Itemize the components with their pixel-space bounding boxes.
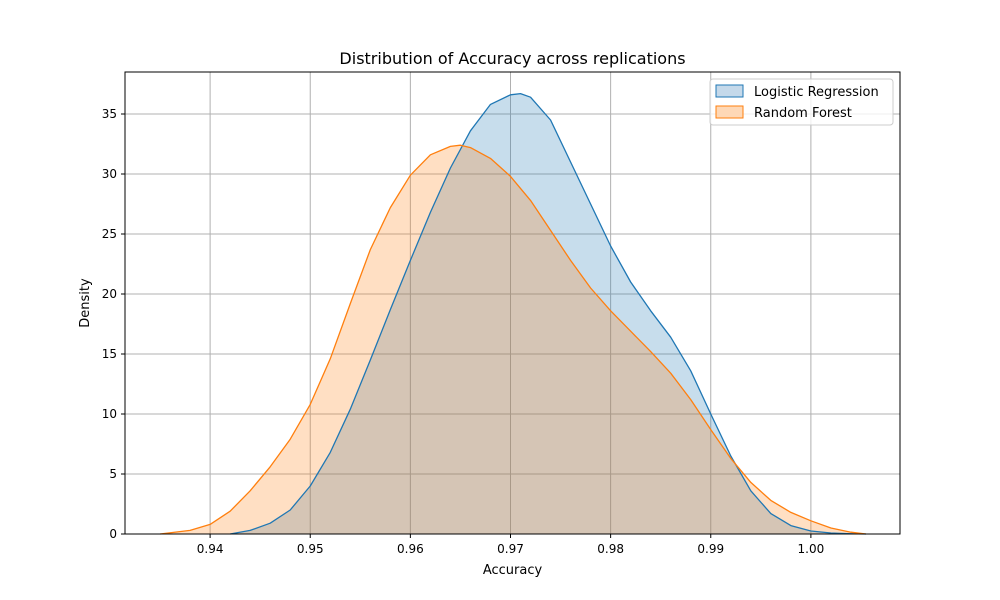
legend: Logistic Regression Random Forest [709,78,894,126]
axes-frame [124,71,901,535]
area-random-forest [160,145,866,534]
legend-label-random-forest: Random Forest [754,106,852,121]
x-tick-label: 0.99 [697,542,724,556]
series-layer [159,92,867,535]
line-logistic-regression [230,92,866,535]
x-axis-label: Accuracy [483,563,543,578]
y-tick-label: 30 [102,167,117,181]
x-tick-label: 0.98 [597,542,624,556]
x-tick-label: 1.00 [798,542,825,556]
y-tick-label: 5 [109,467,117,481]
legend-swatch-logistic-regression [715,84,744,98]
y-tick-label: 35 [102,107,117,121]
y-tick-label: 0 [109,527,117,541]
chart-title: Distribution of Accuracy across replicat… [339,49,685,68]
y-tick-label: 10 [102,407,117,421]
x-tick-label: 0.94 [197,542,224,556]
x-tick-label: 0.95 [297,542,324,556]
x-tick-label: 0.96 [397,542,424,556]
y-tick-label: 15 [102,347,117,361]
line-random-forest [159,144,867,535]
y-tick-label: 25 [102,227,117,241]
legend-box [709,78,894,126]
legend-label-logistic-regression: Logistic Regression [754,85,879,100]
legend-swatch-random-forest [715,105,744,119]
x-tick-label: 0.97 [497,542,524,556]
ticks: 0.94 0.95 0.96 0.97 0.98 0.99 1.00 0 5 10 15 20 25 30… [102,107,825,556]
y-axis-label: Density [78,278,93,328]
y-tick-label: 20 [102,287,117,301]
